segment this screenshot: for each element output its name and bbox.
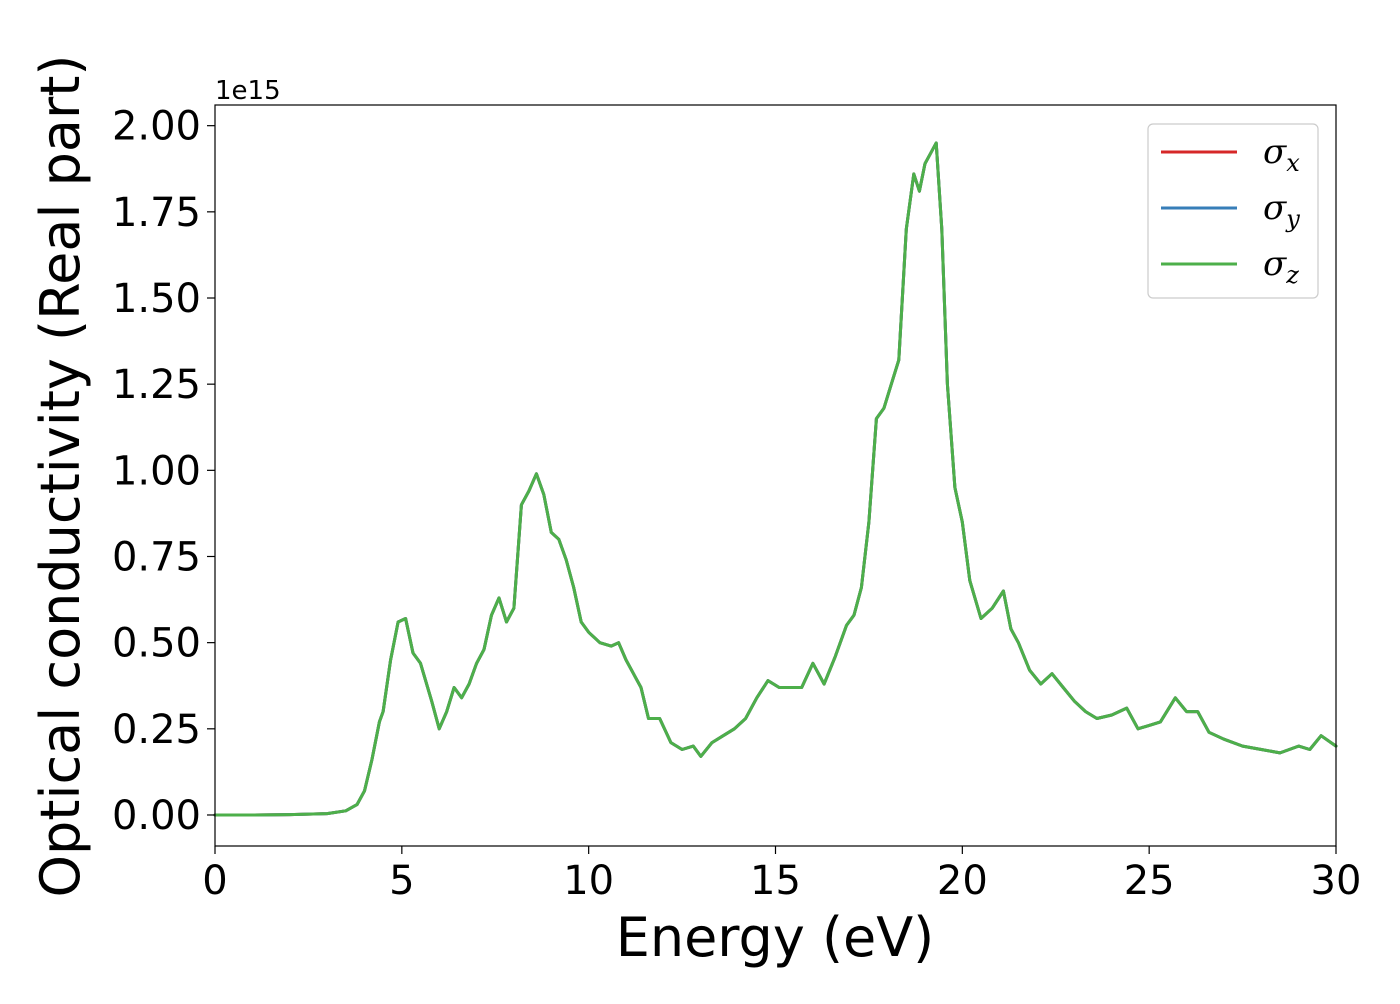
y-tick-label: 1.00	[112, 448, 201, 494]
x-tick-label: 0	[202, 858, 227, 904]
legend-label: σz	[1263, 244, 1299, 289]
y-tick-label: 0.75	[112, 534, 201, 580]
legend-box	[1147, 123, 1319, 299]
legend: σx σy σz	[1147, 123, 1319, 299]
x-axis-ticks: 0 5 10 15 20 25 30	[202, 846, 1361, 904]
x-axis-title: Energy (eV)	[616, 906, 935, 969]
y-axis-ticks: 0.00 0.25 0.50 0.75 1.00 1.25 1.50 1.75 2.00	[112, 104, 215, 839]
x-tick-label: 25	[1124, 858, 1175, 904]
y-tick-label: 0.25	[112, 707, 201, 753]
y-axis-offset-label: 1e15	[215, 76, 281, 106]
y-tick-label: 1.50	[112, 276, 201, 322]
legend-label: σx	[1263, 132, 1300, 177]
series-layer	[213, 141, 1338, 817]
x-tick-label: 15	[750, 858, 801, 904]
x-tick-label: 20	[937, 858, 988, 904]
y-tick-label: 0.00	[112, 793, 201, 839]
y-axis-title: Optical conductivity (Real part)	[29, 55, 92, 898]
y-tick-label: 1.25	[112, 362, 201, 408]
x-tick-label: 30	[1311, 858, 1362, 904]
y-tick-label: 0.50	[112, 621, 201, 667]
legend-items: σx σy σz	[1161, 132, 1300, 289]
y-tick-label: 2.00	[112, 104, 201, 150]
x-tick-label: 5	[389, 858, 414, 904]
legend-label: σy	[1263, 188, 1300, 233]
y-tick-label: 1.75	[112, 190, 201, 236]
x-tick-label: 10	[563, 858, 614, 904]
series-line-3	[213, 141, 1338, 817]
